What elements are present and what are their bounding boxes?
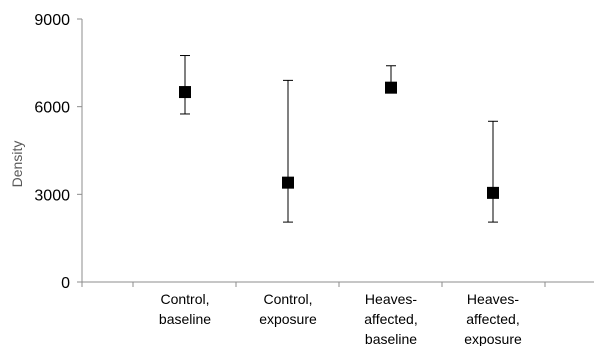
error-bar (488, 120, 498, 223)
x-ticks (81, 282, 546, 287)
category-label: Heaves- (365, 291, 417, 307)
y-tick-label: 3000 (34, 187, 70, 204)
data-points (179, 81, 499, 199)
category-labels: Control, baseline Control, exposure Heaves-a… (159, 291, 522, 346)
data-point (385, 81, 397, 94)
y-tick-label: 6000 (34, 100, 70, 117)
category-label: Control, (263, 291, 312, 307)
category-label: exposure (259, 311, 317, 327)
data-point (282, 176, 294, 189)
category-label: baseline (159, 311, 211, 327)
category-label: affected, (466, 311, 519, 327)
category-label: exposure (464, 331, 522, 346)
data-point (487, 186, 499, 199)
y-tick-label: 9000 (34, 12, 70, 29)
y-tick-label: 0 (61, 275, 70, 292)
category-label: affected, (364, 311, 417, 327)
error-bars (180, 55, 498, 223)
category-label: Control, (160, 291, 209, 307)
y-ticks: 0 3000 6000 9000 (34, 12, 82, 292)
data-point (179, 86, 191, 99)
error-bar (283, 79, 293, 223)
y-axis-label: Density (9, 141, 25, 188)
category-label: Heaves- (467, 291, 519, 307)
category-label: baseline (365, 331, 417, 346)
error-bar (180, 55, 190, 115)
